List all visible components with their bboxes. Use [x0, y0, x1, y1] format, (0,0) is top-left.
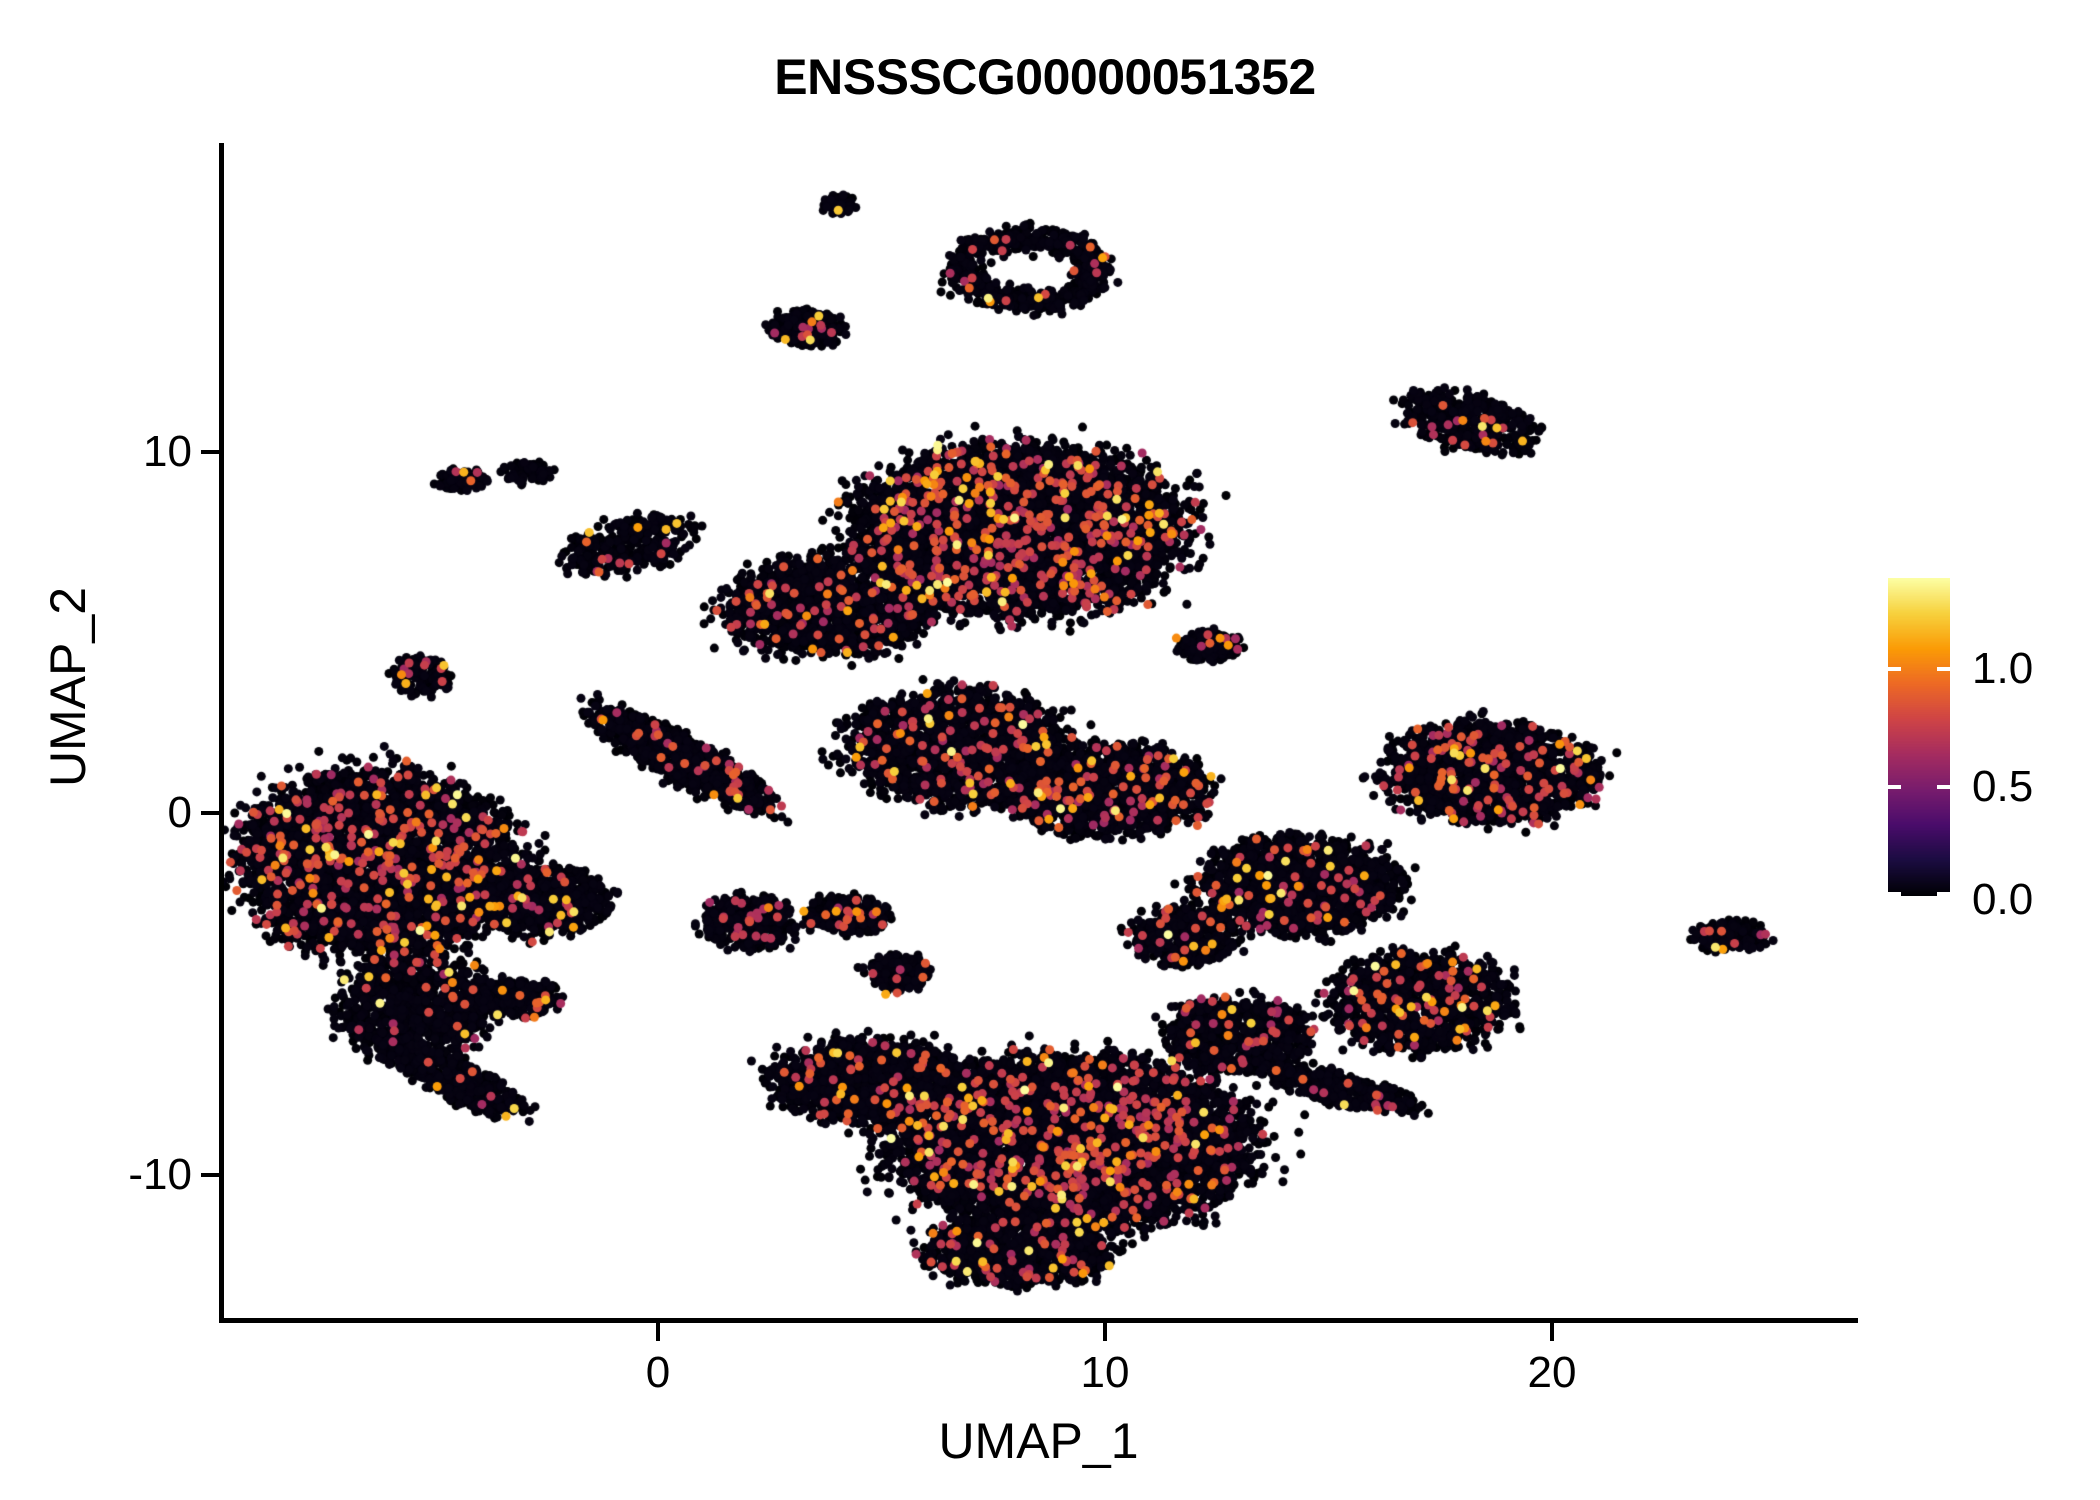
x-tick-mark-0 [656, 1323, 660, 1341]
y-tick-label-neg10: -10 [128, 1150, 192, 1199]
plot-panel [222, 143, 1855, 1320]
x-tick-label-0: 0 [645, 1348, 671, 1397]
colorbar-label-05: 0.5 [1972, 762, 2034, 811]
colorbar-label-00: 0.0 [1972, 875, 2034, 924]
page-title: ENSSSCG00000051352 [774, 49, 1316, 105]
y-tick-label-10: 10 [143, 427, 192, 476]
y-axis-title: UMAP_2 [40, 586, 96, 788]
colorbar-gradient [1888, 578, 1950, 896]
colorbar-legend: 1.0 0.5 0.0 [1888, 578, 2088, 924]
colorbar-label-1: 1.0 [1972, 644, 2034, 693]
scatter-plot-canvas [222, 143, 1855, 1320]
x-tick-mark-10 [1103, 1323, 1107, 1341]
x-tick-label-10: 10 [1080, 1348, 1130, 1397]
y-tick-mark-neg10 [201, 1173, 219, 1177]
x-tick-mark-20 [1550, 1323, 1554, 1341]
x-axis-title: UMAP_1 [938, 1413, 1139, 1469]
y-axis-line [219, 143, 224, 1323]
x-axis-line [222, 1318, 1858, 1323]
y-tick-mark-0 [201, 811, 219, 815]
y-tick-label-0: 0 [167, 788, 192, 837]
y-tick-mark-10 [201, 450, 219, 454]
x-tick-label-20: 20 [1527, 1348, 1577, 1397]
